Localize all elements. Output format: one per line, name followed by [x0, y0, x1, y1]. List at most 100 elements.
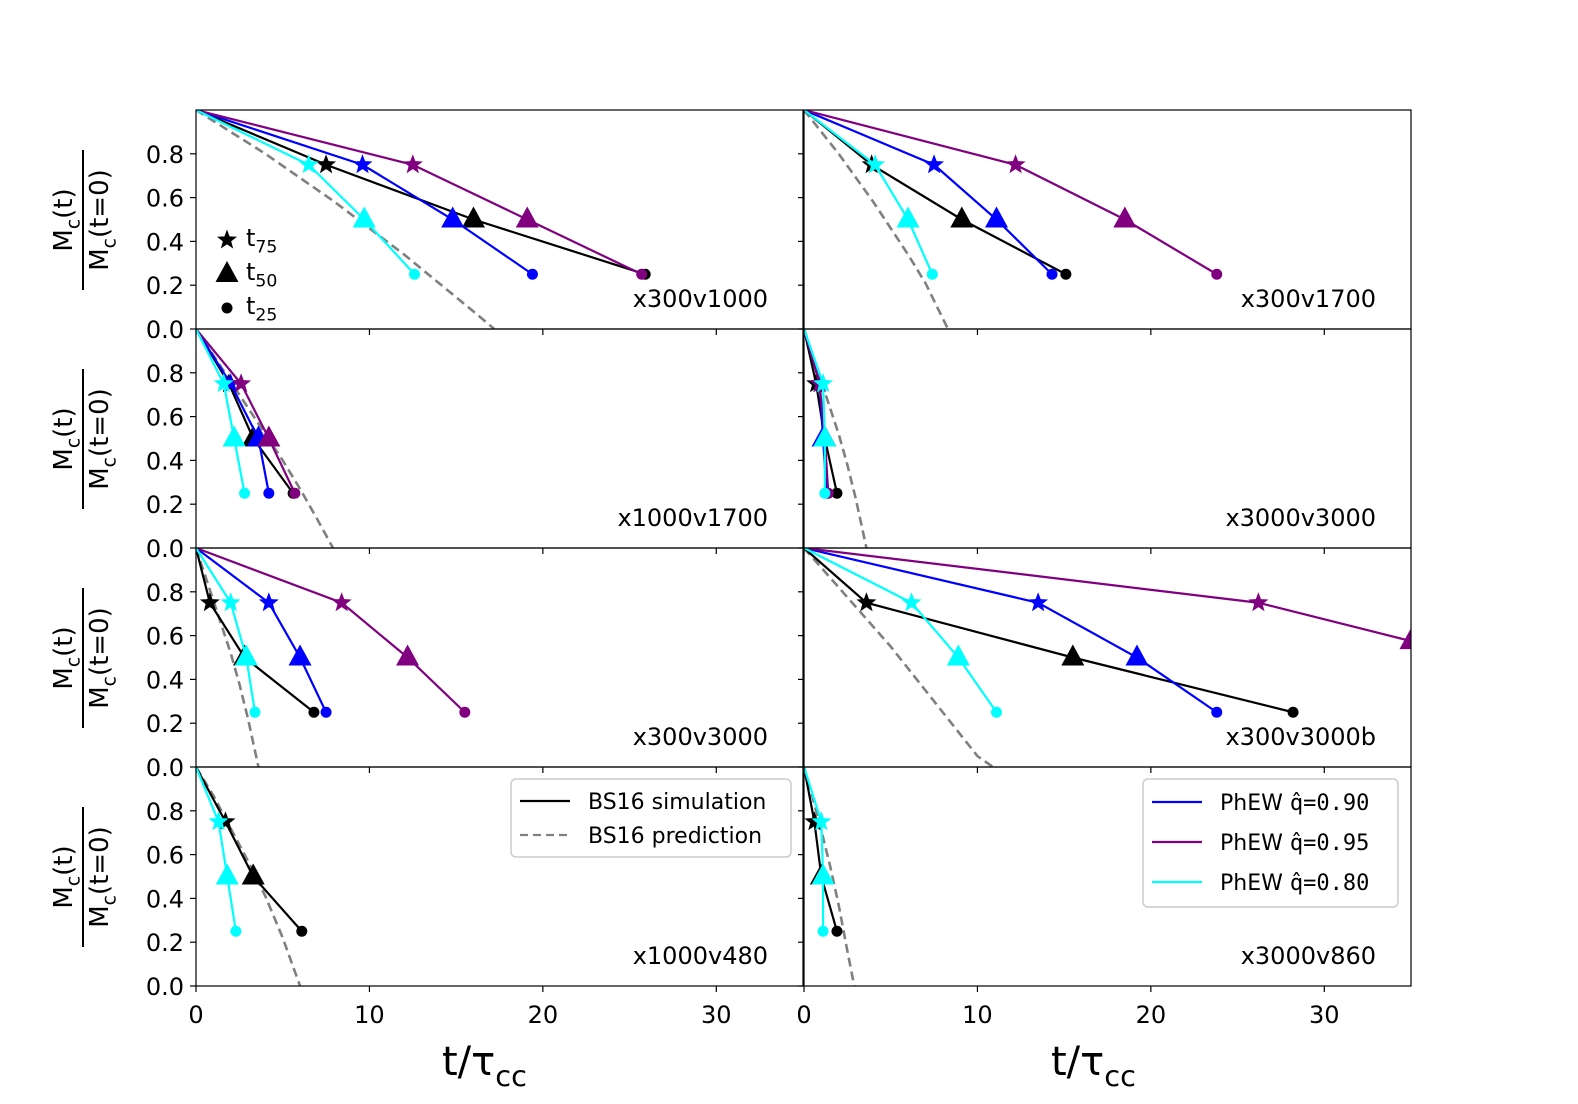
data-point [924, 154, 945, 174]
prediction-line [196, 548, 260, 767]
series-line [196, 110, 646, 276]
data-point [817, 925, 829, 937]
x-axis-label: t/τcc [1051, 1039, 1136, 1093]
x-tick-label: 10 [354, 1001, 385, 1029]
data-point [950, 206, 974, 228]
series-line [804, 329, 830, 494]
data-point [831, 487, 843, 499]
data-point [461, 206, 485, 228]
data-point [230, 925, 242, 937]
plot-area [804, 548, 1411, 767]
data-point [1248, 592, 1269, 612]
data-point [1125, 644, 1149, 666]
y-tick-label: 0.0 [146, 535, 184, 563]
data-point [991, 706, 1003, 718]
data-point [1061, 644, 1085, 666]
data-point [308, 706, 320, 718]
series-line [804, 548, 1218, 714]
x-tick-label: 20 [1136, 1001, 1167, 1029]
panel-x1000v480: 0.0 0.2 0.4 0.6 0.8 0 10 20 30 x1000v480 [146, 766, 804, 1029]
data-point [1287, 706, 1299, 718]
data-point [636, 268, 648, 280]
series-line [196, 767, 237, 932]
axes-frame [195, 766, 804, 987]
legend-label: PhEW q̂=0.90 [1220, 791, 1369, 816]
key-star-icon [217, 229, 237, 249]
data-point [1113, 206, 1137, 228]
plot-area [804, 329, 868, 548]
data-point [1005, 154, 1026, 174]
panel-x300v1700: x300v1700 [798, 109, 1412, 335]
data-point [396, 644, 420, 666]
y-label-numerator: Mc(t) [49, 626, 84, 689]
x-tick-label: 0 [188, 1001, 203, 1029]
data-point [220, 592, 241, 612]
x-tick-label: 30 [701, 1001, 732, 1029]
y-tick-label: 0.4 [146, 228, 184, 256]
series-line [196, 329, 246, 494]
x-tick-label: 0 [796, 1001, 811, 1029]
prediction-line [804, 110, 950, 329]
x-tick-label: 10 [962, 1001, 993, 1029]
plot-area [196, 329, 335, 548]
data-point [926, 268, 938, 280]
key-triangle-icon [215, 261, 239, 282]
series-line [804, 548, 1294, 714]
y-tick-label: 0.0 [146, 754, 184, 782]
data-point [441, 206, 465, 228]
legend-box [1142, 778, 1399, 908]
data-point [896, 206, 920, 228]
series-line [196, 110, 416, 275]
y-tick-label: 0.6 [146, 842, 184, 870]
legend-label: PhEW q̂=0.95 [1220, 831, 1369, 856]
data-point [402, 154, 423, 174]
x-axis-label: t/τcc [442, 1039, 527, 1093]
key-circle-icon [221, 302, 233, 314]
data-point [320, 706, 332, 718]
prediction-line [196, 110, 496, 329]
data-point [316, 154, 337, 174]
panel-x300v3000: 0.0 0.2 0.4 0.6 0.8 x300v3000 [146, 547, 804, 782]
data-point [239, 487, 251, 499]
plot-area [196, 767, 308, 986]
panel-label: x300v3000b [1225, 723, 1376, 751]
series-line [804, 110, 1218, 276]
series-line [196, 329, 296, 494]
data-point [856, 592, 877, 612]
series-line [804, 767, 839, 932]
y-tick-label: 0.6 [146, 404, 184, 432]
series-line [196, 767, 303, 932]
data-point [946, 644, 970, 666]
x-tick-label: 20 [528, 1001, 559, 1029]
plot-area [804, 767, 856, 986]
data-point [811, 811, 832, 831]
data-point [208, 811, 229, 831]
y-tick-label: 0.6 [146, 185, 184, 213]
data-point [296, 925, 308, 937]
data-point [199, 592, 220, 612]
y-tick-label: 0.2 [146, 491, 184, 519]
data-point [1028, 592, 1049, 612]
y-tick-label: 0.6 [146, 623, 184, 651]
panel-x1000v1700: 0.0 0.2 0.4 0.6 0.8 x1000v1700 [146, 328, 804, 563]
data-point [213, 373, 234, 393]
data-point [241, 863, 265, 885]
series-line [196, 110, 643, 276]
data-point [258, 592, 279, 612]
y-tick-label: 0.8 [146, 141, 184, 169]
x-tick-label: 30 [1309, 1001, 1340, 1029]
data-point [289, 487, 301, 499]
series-line [196, 548, 328, 713]
y-tick-label: 0.8 [146, 579, 184, 607]
data-point [215, 863, 239, 885]
annotations: Mc(t)Mc(t=0)Mc(t)Mc(t=0)Mc(t)Mc(t=0)Mc(t… [49, 150, 1399, 1093]
y-tick-label: 0.4 [146, 447, 184, 475]
series-line [196, 548, 466, 714]
y-axis-label: Mc(t)Mc(t=0) [49, 588, 120, 728]
panel-label: x300v1700 [1241, 285, 1376, 313]
axes-frame [803, 766, 1412, 987]
data-point [249, 706, 261, 718]
prediction-line [804, 548, 994, 767]
y-tick-label: 0.8 [146, 798, 184, 826]
